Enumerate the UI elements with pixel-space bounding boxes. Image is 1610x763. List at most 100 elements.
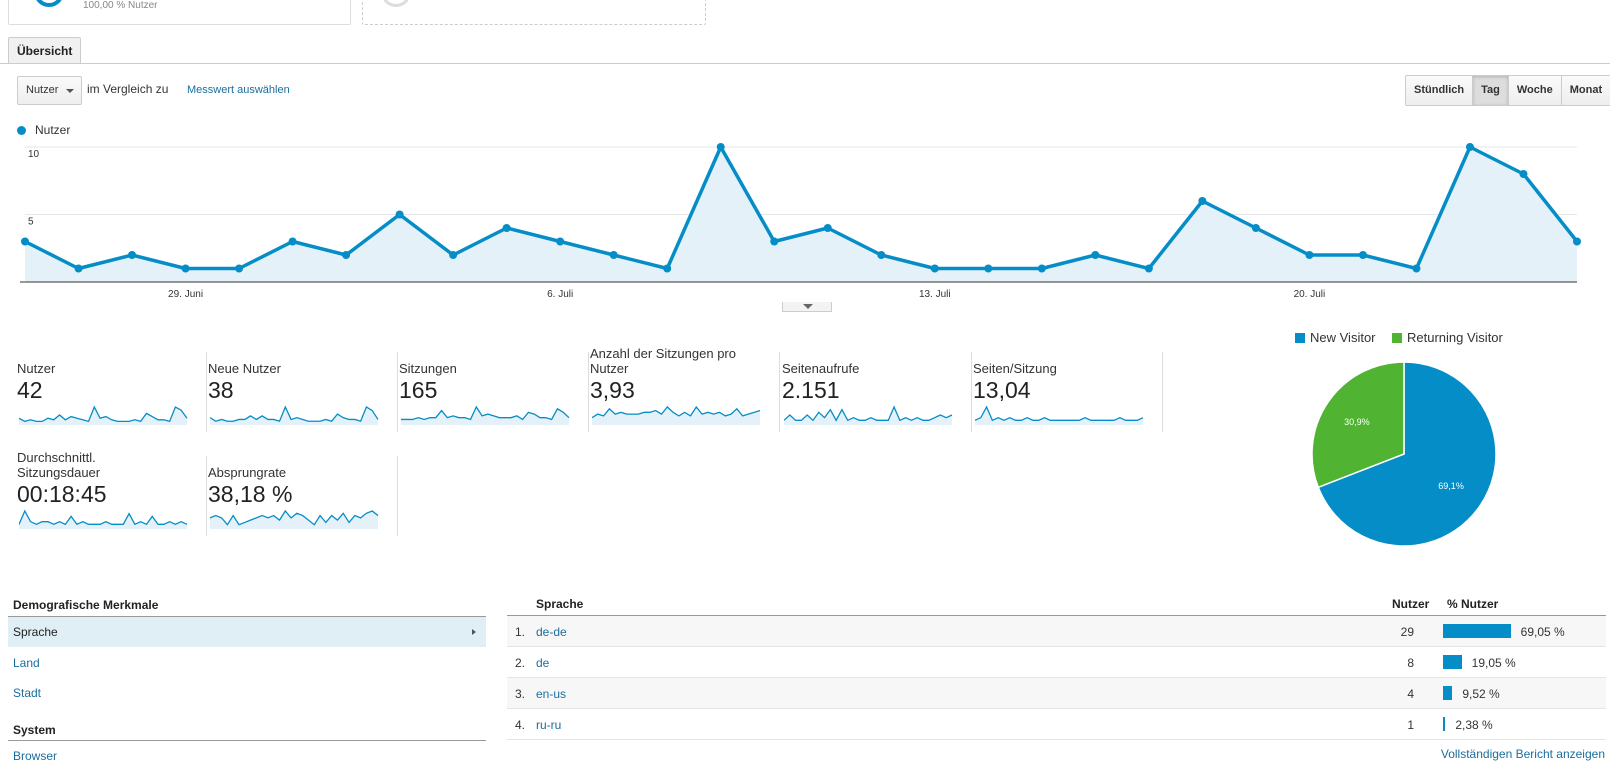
row-language-link[interactable]: de bbox=[536, 656, 550, 670]
data-point[interactable] bbox=[74, 264, 83, 273]
row-percent-bar bbox=[1443, 655, 1462, 669]
row-users: 1 bbox=[1407, 718, 1414, 732]
data-point[interactable] bbox=[449, 251, 458, 259]
pie-legend-new-label: New Visitor bbox=[1310, 330, 1376, 345]
data-point[interactable] bbox=[288, 237, 297, 246]
row-percent: 19,05 % bbox=[1471, 656, 1516, 670]
scorecard-label: Durchschnittl. Sitzungsdauer bbox=[17, 450, 101, 480]
scorecard[interactable]: Seitenaufrufe 2.151 bbox=[782, 352, 972, 432]
select-metric-link[interactable]: Messwert auswählen bbox=[187, 84, 290, 96]
period-day-button[interactable]: Tag bbox=[1472, 76, 1508, 105]
scorecard-label: Absprungrate bbox=[208, 465, 287, 480]
data-point[interactable] bbox=[1198, 197, 1207, 205]
segment-card-all-users[interactable]: 100,00 % Nutzer bbox=[8, 0, 351, 25]
period-month-button[interactable]: Monat bbox=[1560, 76, 1610, 105]
system-item-browser[interactable]: Browser bbox=[13, 749, 58, 763]
full-report-link[interactable]: Vollständigen Bericht anzeigen bbox=[1440, 747, 1605, 761]
scorecard-label: Nutzer bbox=[17, 361, 56, 376]
data-point[interactable] bbox=[556, 237, 565, 246]
legend-square-new-icon bbox=[1295, 333, 1305, 343]
data-point[interactable] bbox=[1358, 251, 1367, 259]
users-line-chart[interactable]: 5 10 29. Juni 6. Juli 13. Juli 20. Juli bbox=[0, 140, 1610, 300]
data-point[interactable] bbox=[823, 224, 832, 232]
data-point[interactable] bbox=[1412, 264, 1421, 273]
metric-select[interactable]: Nutzer bbox=[17, 76, 82, 105]
scorecard-value: 165 bbox=[399, 377, 438, 403]
period-hourly-button[interactable]: Stündlich bbox=[1406, 76, 1473, 105]
scorecard-sparkline bbox=[19, 405, 188, 425]
period-week-button[interactable]: Woche bbox=[1507, 76, 1561, 105]
segment-percent: 100,00 % Nutzer bbox=[83, 0, 158, 11]
row-percent: 2,38 % bbox=[1455, 718, 1493, 732]
scorecard[interactable]: Anzahl der Sitzungen pro Nutzer 3,93 bbox=[590, 346, 780, 432]
scorecard[interactable]: Neue Nutzer 38 bbox=[208, 352, 398, 432]
demographics-item-language-label: Sprache bbox=[13, 625, 58, 639]
data-point[interactable] bbox=[1251, 224, 1260, 232]
scorecard[interactable]: Nutzer 42 bbox=[17, 352, 207, 432]
scorecard-sparkline bbox=[401, 405, 570, 425]
row-language-link[interactable]: ru-ru bbox=[536, 718, 562, 732]
data-point[interactable] bbox=[181, 264, 190, 273]
row-language-link[interactable]: en-us bbox=[536, 687, 567, 701]
demographics-item-language[interactable]: Sprache bbox=[8, 617, 486, 647]
scorecard-value: 2.151 bbox=[782, 377, 840, 403]
row-users: 4 bbox=[1407, 687, 1414, 701]
sparkline-area bbox=[19, 407, 187, 425]
visitor-type-pie-chart[interactable]: 69,1% 30,9% bbox=[1311, 361, 1497, 547]
pie-slice[interactable] bbox=[1317, 361, 1497, 547]
scorecard-label: Sitzungen bbox=[399, 361, 457, 376]
scorecard-value: 38 bbox=[208, 377, 234, 403]
period-button-group: Stündlich Tag Woche Monat bbox=[1405, 75, 1610, 106]
sparkline-line bbox=[975, 405, 1144, 422]
row-language-link[interactable]: de-de bbox=[536, 625, 567, 639]
sparkline-line bbox=[784, 405, 953, 422]
scorecard[interactable]: Seiten/Sitzung 13,04 bbox=[973, 352, 1163, 432]
pie-slice-label: 30,9% bbox=[1344, 417, 1370, 427]
pie-slice[interactable] bbox=[1311, 361, 1405, 489]
data-point[interactable] bbox=[21, 237, 29, 246]
scorecard-sparkline bbox=[19, 509, 188, 529]
data-point[interactable] bbox=[716, 143, 725, 151]
data-point[interactable] bbox=[609, 251, 618, 259]
data-point[interactable] bbox=[502, 224, 511, 232]
sparkline-line bbox=[210, 405, 379, 423]
data-point[interactable] bbox=[1037, 264, 1046, 273]
demographics-item-city[interactable]: Stadt bbox=[13, 686, 42, 700]
data-point[interactable] bbox=[984, 264, 993, 273]
demographics-divider bbox=[8, 616, 486, 617]
data-point[interactable] bbox=[663, 264, 672, 273]
scorecard[interactable]: Durchschnittl. Sitzungsdauer 00:18:45 bbox=[17, 450, 207, 536]
scorecard-label: Seiten/Sitzung bbox=[973, 361, 1057, 376]
scorecard-value: 42 bbox=[17, 377, 43, 403]
chart-expand-toggle[interactable] bbox=[782, 302, 832, 312]
add-segment-card[interactable] bbox=[362, 0, 706, 25]
scorecard[interactable]: Sitzungen 165 bbox=[399, 352, 589, 432]
demographics-item-country[interactable]: Land bbox=[13, 656, 40, 670]
data-point[interactable] bbox=[877, 251, 886, 259]
table-header-divider bbox=[507, 615, 1606, 616]
pie-legend-new: New Visitor bbox=[1295, 330, 1376, 345]
scorecard[interactable]: Absprungrate 38,18 % bbox=[208, 456, 398, 536]
table-header-users: Nutzer bbox=[1392, 597, 1430, 611]
data-point[interactable] bbox=[1144, 264, 1153, 273]
table-row: 1. de-de 29 69,05 % bbox=[507, 616, 1606, 647]
data-point[interactable] bbox=[930, 264, 939, 273]
scorecard-label: Anzahl der Sitzungen pro Nutzer bbox=[590, 346, 736, 376]
data-point[interactable] bbox=[770, 237, 779, 246]
data-point[interactable] bbox=[128, 251, 137, 259]
sparkline-line bbox=[210, 509, 379, 526]
demographics-heading: Demografische Merkmale bbox=[13, 598, 159, 612]
data-point[interactable] bbox=[1305, 251, 1314, 259]
data-point[interactable] bbox=[342, 251, 351, 259]
row-users: 8 bbox=[1407, 656, 1414, 670]
data-point[interactable] bbox=[1465, 143, 1474, 151]
series-line bbox=[24, 145, 1579, 271]
system-heading: System bbox=[13, 723, 56, 737]
data-point[interactable] bbox=[1091, 251, 1100, 259]
data-point[interactable] bbox=[235, 264, 244, 273]
tab-overview[interactable]: Übersicht bbox=[8, 37, 82, 64]
data-point[interactable] bbox=[1573, 237, 1581, 246]
pie-legend-returning: Returning Visitor bbox=[1392, 330, 1503, 345]
data-point[interactable] bbox=[1519, 170, 1528, 178]
data-point[interactable] bbox=[395, 210, 404, 219]
